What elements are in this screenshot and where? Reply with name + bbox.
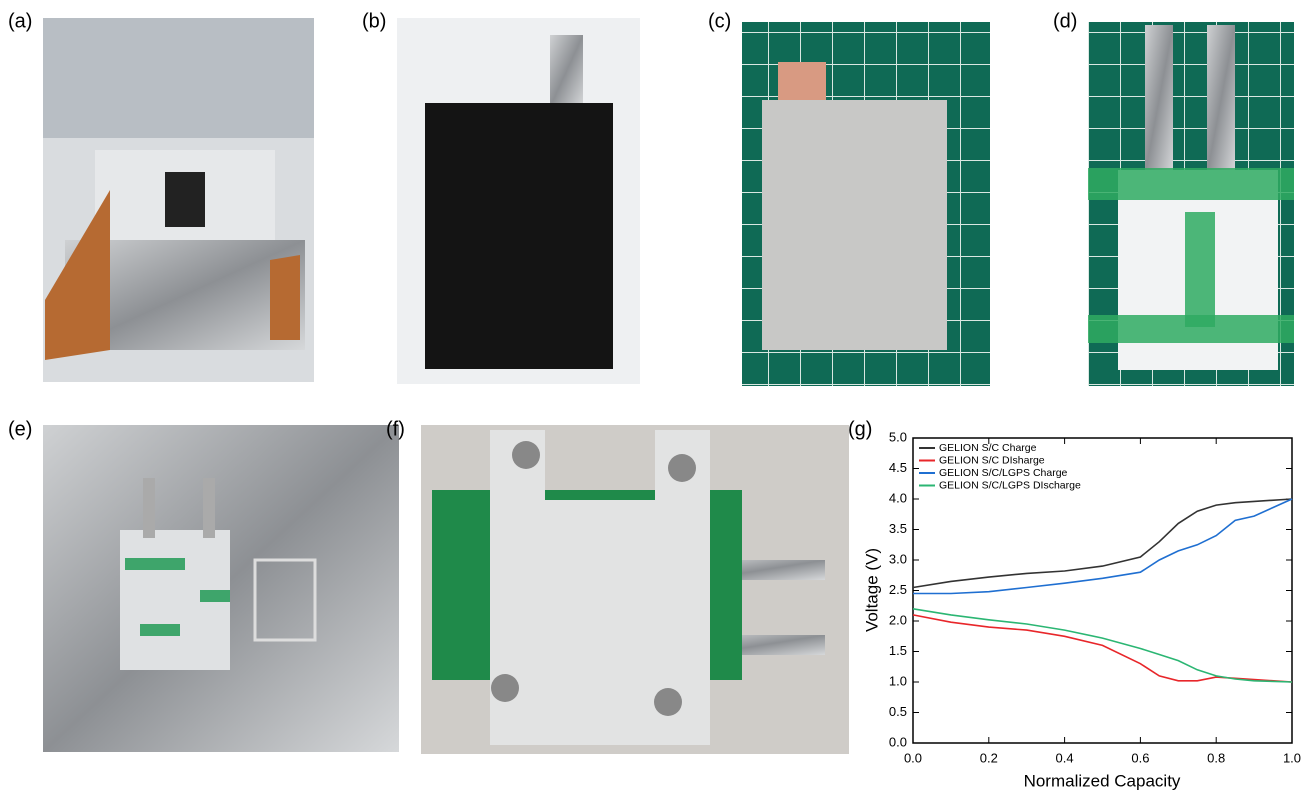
x-tick-label: 0.2 — [980, 750, 998, 765]
legend-label: GELION S/C Charge — [939, 442, 1037, 454]
y-tick-label: 2.5 — [889, 582, 907, 597]
legend-label: GELION S/C/LGPS DIscharge — [939, 479, 1081, 491]
photo-c — [742, 22, 990, 386]
series-line — [913, 499, 1292, 588]
panel-label: (a) — [8, 10, 32, 32]
x-tick-label: 0.4 — [1056, 750, 1074, 765]
y-tick-label: 1.5 — [889, 643, 907, 658]
photo-b — [397, 18, 640, 384]
photo-d — [1088, 22, 1294, 386]
photo-e — [43, 425, 399, 752]
y-tick-label: 4.5 — [889, 460, 907, 475]
x-tick-label: 0.6 — [1131, 750, 1149, 765]
page: (a) (b) (c) (d) (e) (f) (g) Normalized C… — [0, 0, 1304, 792]
y-axis-label: Voltage (V) — [862, 548, 881, 632]
panel-label: (f) — [386, 418, 405, 440]
panel-label: (b) — [362, 10, 386, 32]
x-axis-label: Normalized Capacity — [1024, 771, 1181, 790]
y-tick-label: 4.0 — [889, 490, 907, 505]
photo-a — [43, 18, 314, 382]
panel-label: (d) — [1053, 10, 1077, 32]
y-tick-label: 3.0 — [889, 551, 907, 566]
y-tick-label: 5.0 — [889, 429, 907, 444]
x-tick-label: 1.0 — [1283, 750, 1301, 765]
figure: (a) (b) (c) (d) (e) (f) (g) Normalized C… — [0, 0, 1304, 792]
y-tick-label: 1.0 — [889, 673, 907, 688]
panel-label: (g) — [848, 418, 872, 440]
legend-label: GELION S/C/LGPS Charge — [939, 467, 1068, 479]
panel-label: (c) — [708, 10, 731, 32]
x-tick-label: 0.8 — [1207, 750, 1225, 765]
photo-f — [421, 425, 849, 754]
panel-label: (e) — [8, 418, 32, 440]
y-tick-label: 2.0 — [889, 612, 907, 627]
legend-label: GELION S/C DIsharge — [939, 454, 1045, 466]
x-tick-label: 0.0 — [904, 750, 922, 765]
y-tick-label: 0.0 — [889, 734, 907, 749]
y-tick-label: 3.5 — [889, 521, 907, 536]
series-line — [913, 615, 1292, 682]
y-tick-label: 0.5 — [889, 704, 907, 719]
